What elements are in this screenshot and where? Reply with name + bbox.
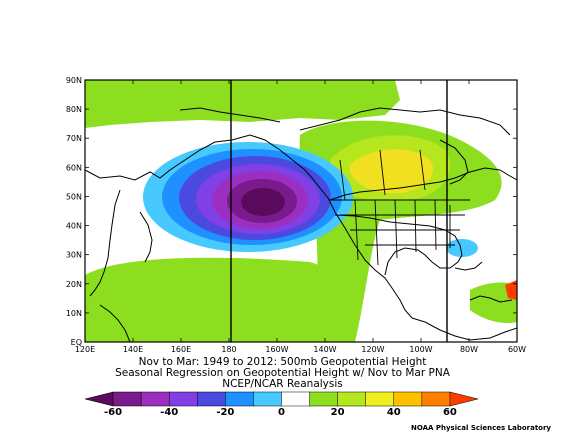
lat-tick-label: 10N <box>66 309 82 318</box>
map-panel <box>85 80 517 342</box>
lat-tick-label: 20N <box>66 280 82 289</box>
colorbar-segment <box>421 391 451 407</box>
colorbar-labels: -60 -40 -20 0 20 40 60 <box>104 407 457 418</box>
lon-tick-label: 180 <box>221 345 236 354</box>
lat-tick-label: 70N <box>66 134 82 143</box>
lon-tick-label: 160W <box>265 345 288 354</box>
map-frame <box>84 79 518 343</box>
colorbar-segment <box>225 391 255 407</box>
lon-tick-label: 60W <box>508 345 526 354</box>
colorbar-tick-label: 60 <box>443 407 457 418</box>
colorbar-segment <box>337 391 367 407</box>
caption-line-2: Seasonal Regression on Geopotential Heig… <box>115 367 450 379</box>
colorbar-segment <box>197 391 227 407</box>
lat-tick-label: 50N <box>66 192 82 201</box>
colorbar-segment <box>253 391 283 407</box>
colorbar-tick-label: 20 <box>331 407 345 418</box>
lon-tick-label: 120E <box>75 345 95 354</box>
coastlines <box>85 107 517 342</box>
negative-shading <box>143 142 478 257</box>
colorbar-tick-label: -40 <box>160 407 178 418</box>
lon-tick-label: 120W <box>361 345 384 354</box>
lat-tick-label: 60N <box>66 163 82 172</box>
lat-tick-label: 90N <box>66 76 82 85</box>
lon-tick-label: 160E <box>171 345 191 354</box>
longitude-labels: 120E 140E 160E 180 160W 140W 120W 100W 80W 60W <box>75 345 526 354</box>
colorbar-segment <box>281 391 311 407</box>
colorbar-segment <box>393 391 423 407</box>
tick-marks <box>84 79 518 343</box>
lat-tick-label: 40N <box>66 222 82 231</box>
lon-tick-label: 100W <box>409 345 432 354</box>
caption-line-3: NCEP/NCAR Reanalysis <box>222 378 343 390</box>
caption-line-1: Nov to Mar: 1949 to 2012: 500mb Geopoten… <box>138 356 427 368</box>
colorbar-tick-label: -60 <box>104 407 122 418</box>
colorbar-tick-label: 40 <box>387 407 401 418</box>
colorbar-segment <box>309 391 339 407</box>
colorbar-segment <box>112 391 142 407</box>
lat-tick-label: 30N <box>66 251 82 260</box>
colorbar-tick-label: 0 <box>278 407 285 418</box>
colorbar-segment <box>168 391 199 407</box>
colorbar <box>84 391 479 407</box>
lon-tick-label: 140E <box>123 345 143 354</box>
latitude-labels: 90N 80N 70N 60N 50N 40N 30N 20N 10N EQ <box>66 76 82 347</box>
positive-shading <box>85 80 517 342</box>
lon-tick-label: 140W <box>313 345 336 354</box>
lat-tick-label: EQ <box>71 338 82 347</box>
footer-credit: NOAA Physical Sciences Laboratory <box>410 424 551 432</box>
lat-tick-label: 80N <box>66 105 82 114</box>
colorbar-segment <box>140 391 170 407</box>
lon-tick-label: 80W <box>460 345 478 354</box>
colorbar-segment <box>449 391 479 407</box>
colorbar-segment <box>84 391 114 407</box>
colorbar-tick-label: -20 <box>216 407 234 418</box>
colorbar-segment <box>365 391 395 407</box>
